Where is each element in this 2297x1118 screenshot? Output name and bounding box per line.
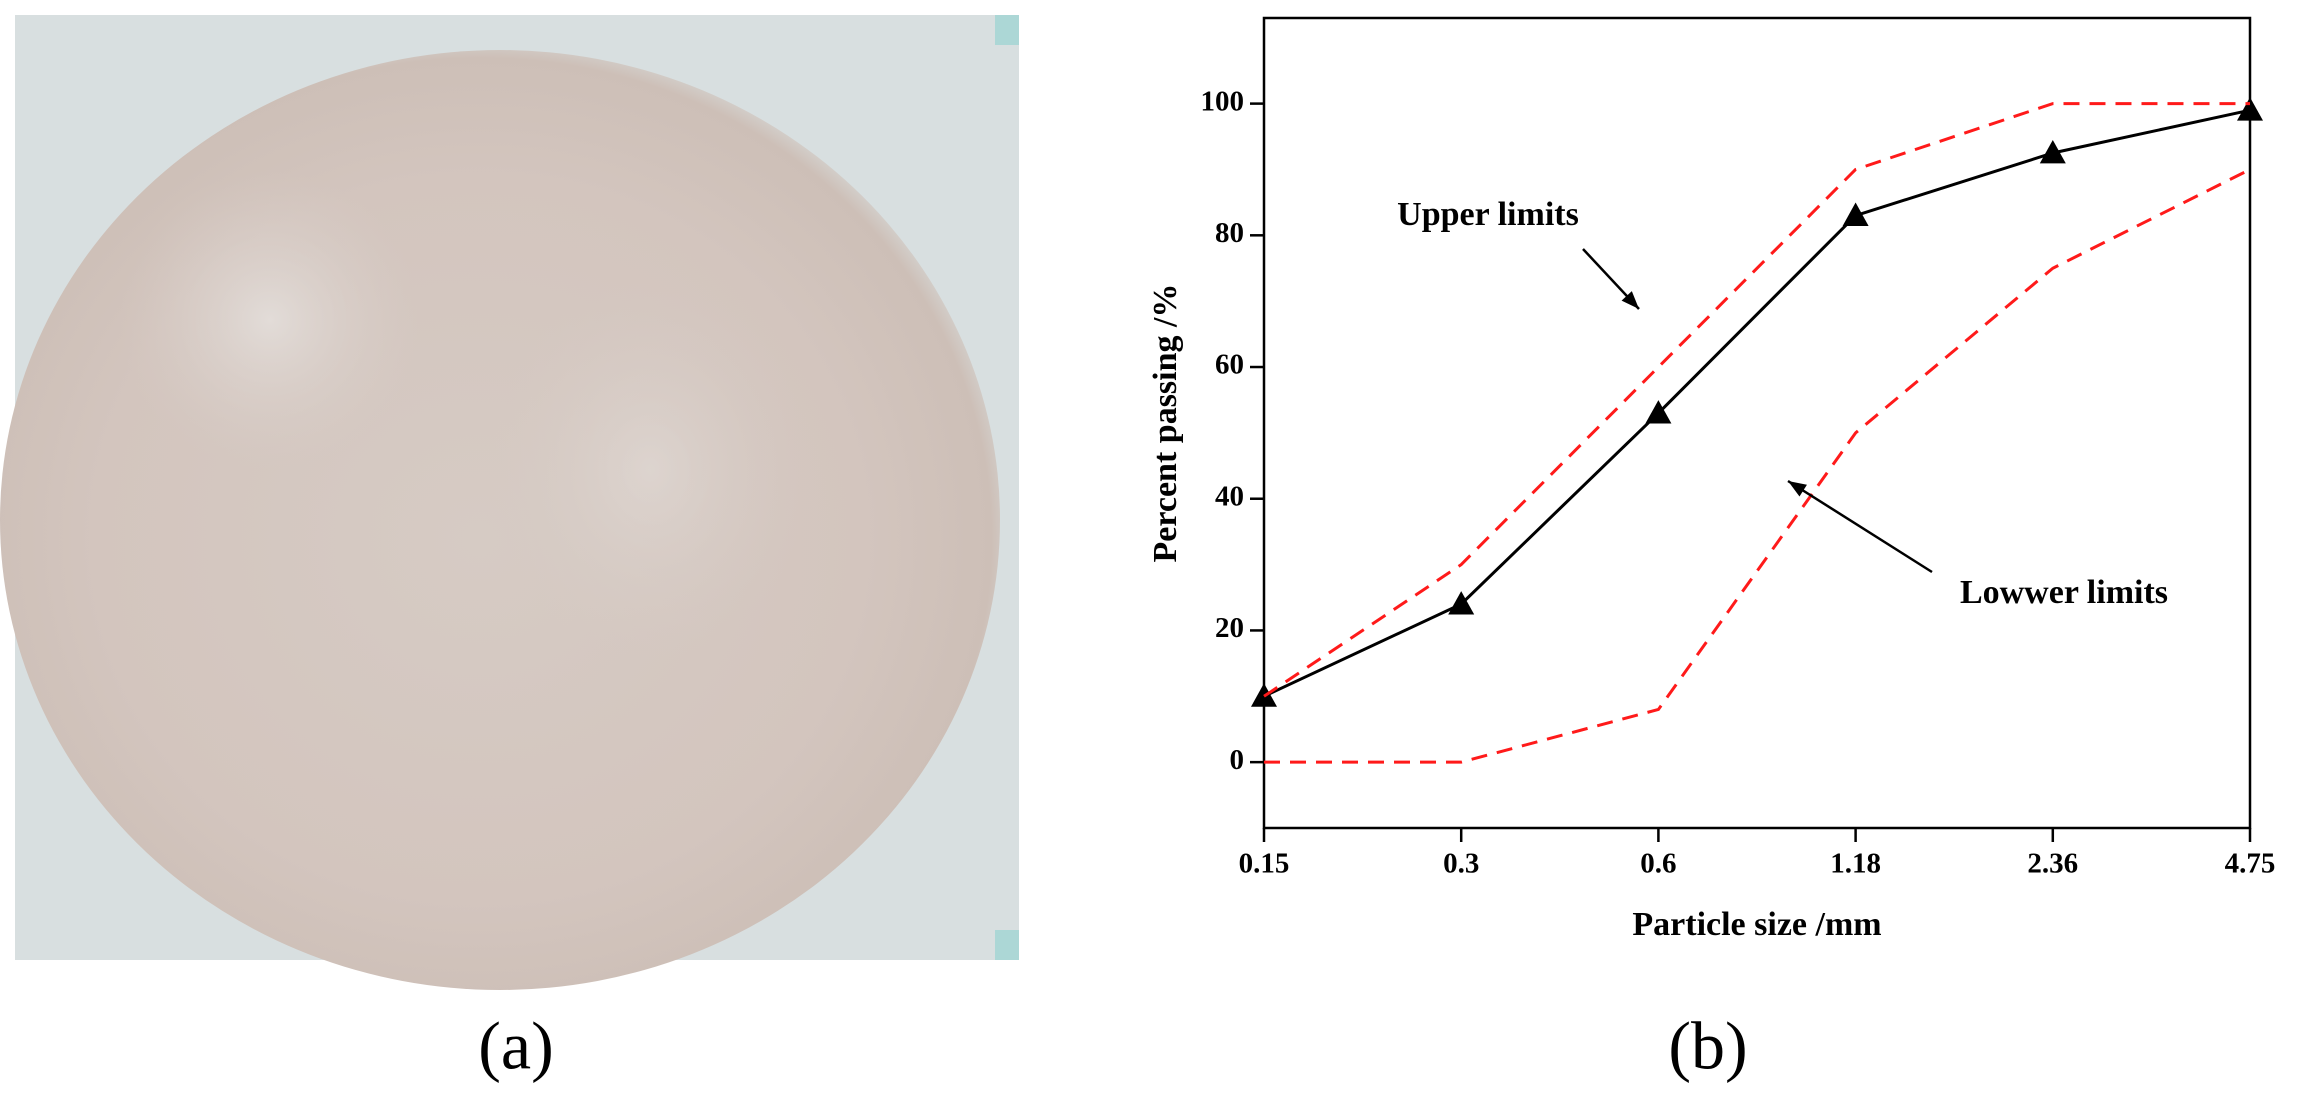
panel-label: (b) (1668, 1008, 1747, 1084)
x-tick-label: 0.6 (1640, 848, 1676, 880)
marker (1842, 202, 1869, 226)
y-tick-label: 80 (1215, 217, 1244, 249)
series-line (1263, 102, 2250, 698)
y-tick-label: 40 (1215, 480, 1244, 512)
y-tick-label: 0 (1230, 744, 1245, 776)
x-tick-label: 1.18 (1830, 848, 1881, 880)
y-tick-label: 20 (1215, 612, 1244, 644)
y-tick-label: 60 (1215, 349, 1244, 381)
series-line (1264, 168, 2251, 764)
arrow-head (1621, 291, 1639, 309)
x-tick-label: 0.15 (1239, 848, 1290, 880)
marker (1448, 591, 1475, 615)
annotation: Upper limits (1397, 196, 1579, 233)
series-line (1263, 108, 2251, 698)
x-tick-label: 0.3 (1443, 848, 1479, 880)
x-axis-label: Particle size /mm (1632, 906, 1881, 943)
y-axis-label: Percent passing /% (1147, 284, 1184, 563)
photo (0, 15, 1019, 990)
marker (2039, 140, 2066, 164)
x-tick-label: 2.36 (2027, 848, 2078, 880)
panel-label: (a) (478, 1008, 553, 1084)
annotation-arrow (1787, 479, 1933, 574)
x-tick-label: 4.75 (2225, 848, 2276, 880)
marker (1645, 400, 1672, 424)
y-tick-label: 100 (1201, 85, 1245, 117)
plot-frame (1262, 16, 2252, 830)
marker (2237, 97, 2263, 121)
arrow-head (1788, 481, 1807, 497)
annotation: Lowwer limits (1960, 574, 2168, 611)
